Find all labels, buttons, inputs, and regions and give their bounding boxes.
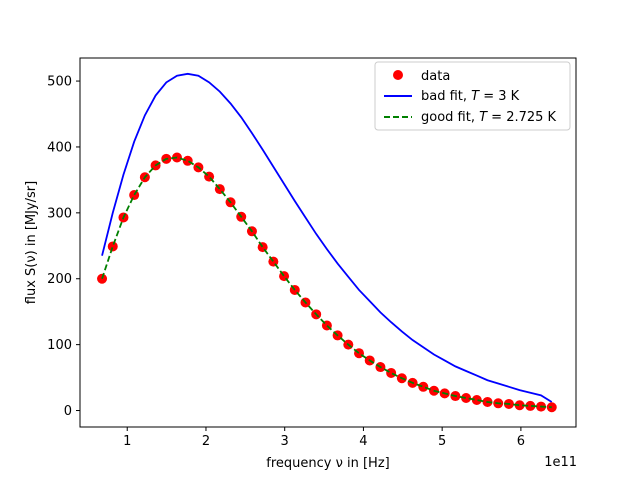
data-point	[514, 400, 525, 411]
data-point	[546, 402, 557, 413]
x-tick-label: 2	[202, 434, 210, 449]
x-tick-label: 3	[281, 434, 289, 449]
x-tick-label: 4	[359, 434, 367, 449]
data-point	[107, 241, 118, 252]
y-tick-label: 400	[47, 140, 72, 155]
legend-label-data: data	[421, 69, 450, 84]
data-point	[386, 367, 397, 378]
x-axis-label: frequency ν in [Hz]	[266, 456, 389, 471]
y-tick-label: 300	[47, 206, 72, 221]
data-point	[461, 393, 472, 404]
data-point	[418, 381, 429, 392]
legend-marker-data	[393, 70, 403, 80]
ticks-layer: 1 2 3 4 5 6 0 100 200 300 400 500	[47, 75, 525, 449]
x-tick-label: 5	[438, 434, 446, 449]
x-tick-label: 6	[517, 434, 525, 449]
data-point	[525, 400, 536, 411]
legend-box	[374, 61, 571, 131]
x-axis-offset-label: 1e11	[544, 455, 577, 470]
plot-layer	[97, 72, 557, 413]
data-point	[471, 394, 482, 405]
y-tick-label: 100	[47, 338, 72, 353]
plot-frame	[79, 57, 577, 428]
data-point	[182, 155, 193, 166]
y-axis-label: flux S(ν) in [MJy/sr]	[24, 181, 39, 304]
legend: data bad fit, T = 3 K good fit, T = 2.72…	[374, 61, 571, 131]
y-tick-label: 500	[47, 75, 72, 90]
y-tick-label: 0	[64, 404, 72, 419]
bad-fit-line	[101, 72, 553, 403]
good-fit-line	[101, 156, 552, 409]
x-tick-label: 1	[123, 434, 131, 449]
legend-label-good-fit: good fit, T = 2.725 K	[421, 110, 557, 125]
y-tick-label: 200	[47, 272, 72, 287]
data-point	[129, 190, 140, 201]
legend-label-bad-fit: bad fit, T = 3 K	[421, 89, 520, 104]
